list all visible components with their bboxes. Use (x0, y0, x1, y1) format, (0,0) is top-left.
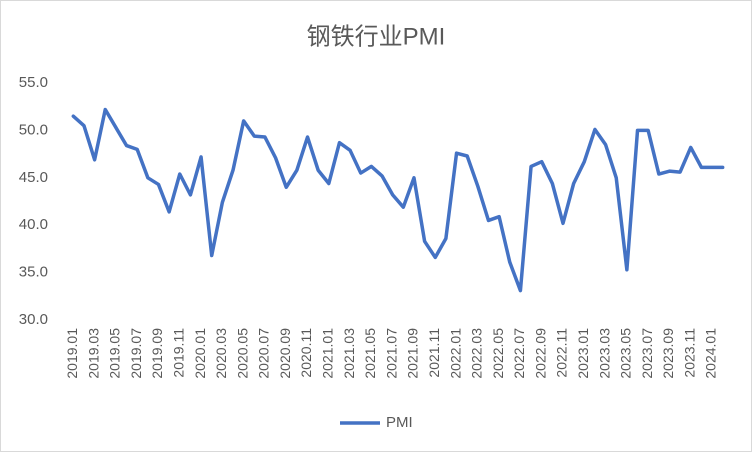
x-tick-label: 2020.01 (192, 328, 208, 379)
x-tick-label: 2019.05 (107, 328, 123, 379)
x-tick-label: 2019.09 (149, 328, 165, 379)
x-tick-label: 2022.11 (554, 328, 570, 378)
line (71, 107, 725, 293)
x-tick-label: 2023.09 (660, 328, 676, 379)
x-tick-label: 2019.03 (85, 328, 101, 379)
x-tick-label: 2022.05 (490, 328, 506, 379)
x-tick-label: 2021.01 (320, 328, 336, 379)
x-tick-label: 2022.03 (469, 328, 485, 379)
chart-title: 钢铁行业PMI (307, 23, 446, 50)
x-tick-label: 2022.01 (447, 328, 463, 379)
y-tick-label: 40.0 (19, 216, 48, 233)
x-tick-label: 2023.05 (618, 328, 634, 379)
x-tick-label: 2020.09 (277, 328, 293, 379)
x-tick-label: 2023.01 (575, 328, 591, 379)
y-tick-label: 50.0 (19, 121, 48, 138)
x-tick-label: 2021.05 (362, 328, 378, 379)
x-tick-label: 2021.07 (383, 328, 399, 379)
x-tick-label: 2021.11 (426, 328, 442, 378)
y-tick-label: 30.0 (19, 311, 48, 328)
x-tick-label: 2022.07 (511, 328, 527, 379)
x-tick-label: 2024.01 (703, 328, 719, 379)
x-tick-label: 2019.01 (64, 328, 80, 379)
x-tick-label: 2021.09 (405, 328, 421, 379)
y-tick-label: 55.0 (19, 74, 48, 91)
x-tick-label: 2023.03 (596, 328, 612, 379)
legend-label: PMI (386, 414, 413, 431)
y-tick-label: 45.0 (19, 169, 48, 186)
x-tick-label: 2019.07 (128, 328, 144, 379)
x-tick-label: 2020.11 (298, 328, 314, 378)
x-tick-label: 2020.05 (234, 328, 250, 379)
y-tick-label: 35.0 (19, 264, 48, 281)
x-tick-label: 2022.09 (532, 328, 548, 379)
x-tick-label: 2020.07 (256, 328, 272, 379)
x-tick-label: 2020.03 (213, 328, 229, 379)
x-tick-label: 2021.03 (341, 328, 357, 379)
x-tick-label: 2023.11 (681, 328, 697, 378)
x-tick-label: 2023.07 (639, 328, 655, 379)
x-tick-label: 2019.11 (170, 328, 186, 378)
